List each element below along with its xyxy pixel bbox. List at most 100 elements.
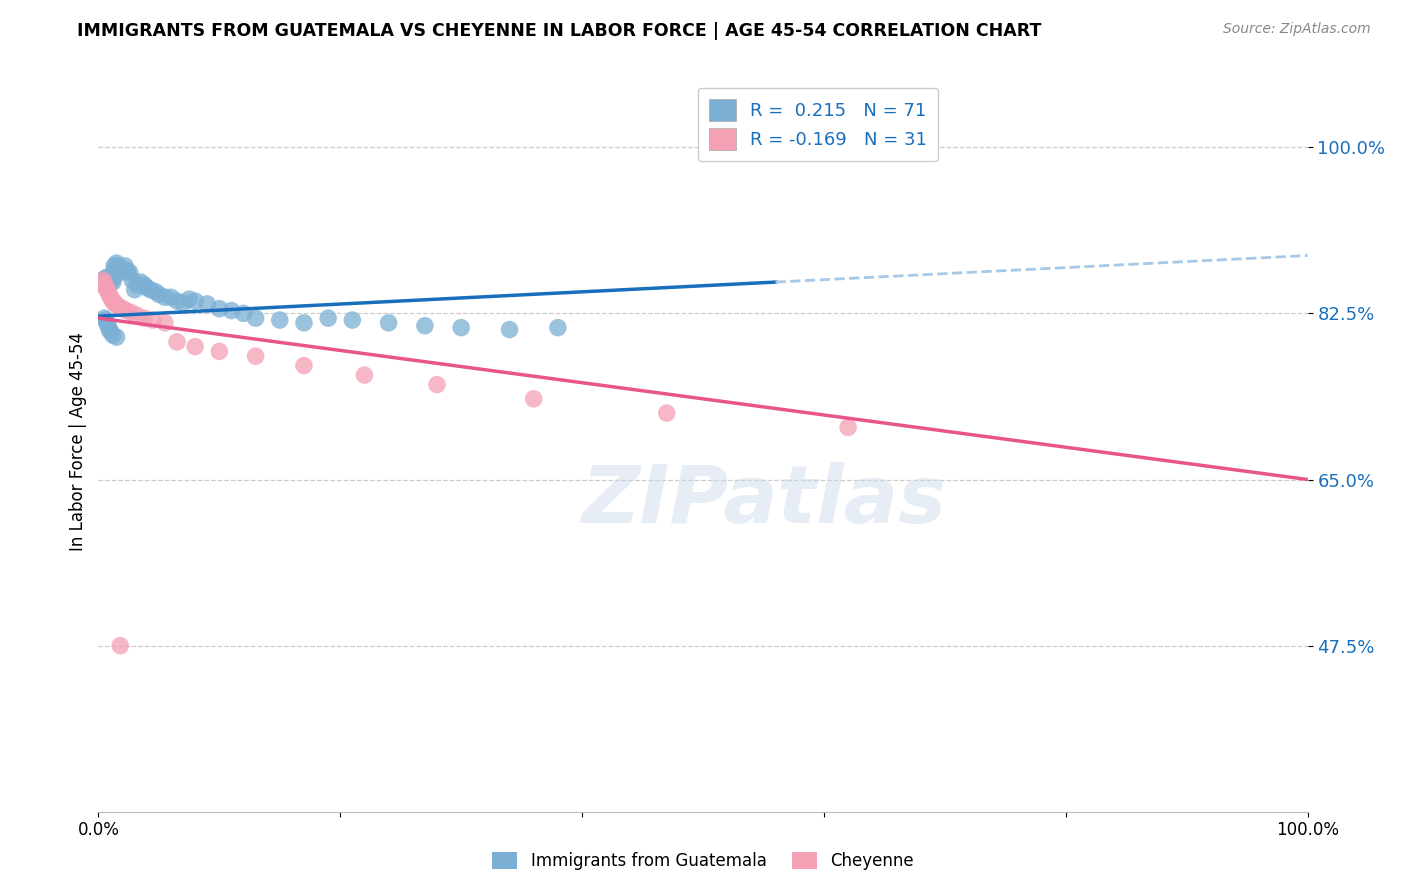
- Point: [292, 359, 315, 373]
- Point: [103, 296, 125, 310]
- Point: [97, 273, 120, 287]
- Point: [245, 349, 267, 363]
- Point: [114, 259, 136, 273]
- Point: [103, 263, 125, 277]
- Point: [413, 318, 436, 333]
- Point: [195, 297, 218, 311]
- Point: [105, 330, 128, 344]
- Point: [98, 322, 121, 336]
- Point: [100, 275, 122, 289]
- Point: [103, 259, 125, 273]
- Point: [98, 287, 121, 301]
- Point: [97, 275, 120, 289]
- Point: [104, 263, 127, 277]
- Point: [101, 275, 124, 289]
- Point: [166, 334, 188, 349]
- Point: [118, 266, 141, 280]
- Point: [127, 308, 149, 322]
- Point: [98, 276, 121, 290]
- Point: [105, 256, 128, 270]
- Point: [316, 311, 339, 326]
- Point: [111, 261, 134, 276]
- Point: [129, 275, 152, 289]
- Point: [166, 294, 188, 309]
- Point: [179, 292, 201, 306]
- Point: [97, 285, 120, 299]
- Legend: Immigrants from Guatemala, Cheyenne: Immigrants from Guatemala, Cheyenne: [485, 845, 921, 877]
- Point: [93, 273, 115, 287]
- Point: [97, 318, 120, 333]
- Point: [94, 275, 117, 289]
- Point: [100, 292, 122, 306]
- Text: IMMIGRANTS FROM GUATEMALA VS CHEYENNE IN LABOR FORCE | AGE 45-54 CORRELATION CHA: IMMIGRANTS FROM GUATEMALA VS CHEYENNE IN…: [77, 22, 1042, 40]
- Point: [101, 294, 124, 309]
- Point: [208, 344, 231, 359]
- Point: [124, 283, 146, 297]
- Point: [184, 294, 207, 309]
- Point: [93, 277, 115, 291]
- Point: [143, 285, 166, 299]
- Point: [134, 277, 156, 292]
- Point: [426, 377, 449, 392]
- Point: [142, 313, 165, 327]
- Point: [105, 261, 128, 276]
- Point: [153, 290, 176, 304]
- Point: [115, 303, 138, 318]
- Point: [111, 301, 134, 316]
- Point: [101, 271, 124, 285]
- Point: [91, 275, 114, 289]
- Point: [96, 270, 118, 285]
- Point: [96, 276, 118, 290]
- Point: [94, 280, 117, 294]
- Text: Source: ZipAtlas.com: Source: ZipAtlas.com: [1223, 22, 1371, 37]
- Point: [91, 277, 114, 292]
- Point: [94, 271, 117, 285]
- Point: [160, 290, 183, 304]
- Point: [100, 325, 122, 339]
- Point: [93, 275, 115, 289]
- Point: [108, 300, 131, 314]
- Point: [498, 322, 520, 336]
- Point: [100, 273, 122, 287]
- Point: [108, 639, 131, 653]
- Point: [292, 316, 315, 330]
- Point: [134, 311, 156, 326]
- Point: [100, 270, 122, 285]
- Text: ZIPatlas: ZIPatlas: [581, 462, 946, 540]
- Point: [98, 273, 121, 287]
- Point: [94, 313, 117, 327]
- Point: [450, 320, 472, 334]
- Point: [108, 266, 131, 280]
- Point: [96, 316, 118, 330]
- Point: [96, 283, 118, 297]
- Point: [100, 271, 122, 285]
- Point: [245, 311, 267, 326]
- Point: [353, 368, 375, 383]
- Point: [105, 298, 128, 312]
- Point: [100, 290, 122, 304]
- Point: [117, 263, 139, 277]
- Legend: R =  0.215   N = 71, R = -0.169   N = 31: R = 0.215 N = 71, R = -0.169 N = 31: [697, 87, 938, 161]
- Point: [139, 283, 162, 297]
- Point: [153, 316, 176, 330]
- Point: [184, 340, 207, 354]
- Point: [107, 259, 129, 273]
- Point: [523, 392, 546, 406]
- Point: [121, 273, 143, 287]
- Point: [221, 303, 243, 318]
- Point: [135, 281, 157, 295]
- Point: [208, 301, 231, 316]
- Point: [172, 296, 194, 310]
- Point: [837, 420, 859, 434]
- Point: [269, 313, 291, 327]
- Point: [96, 273, 118, 287]
- Point: [120, 305, 142, 319]
- Point: [97, 271, 120, 285]
- Point: [127, 277, 149, 292]
- Point: [108, 261, 131, 276]
- Y-axis label: In Labor Force | Age 45-54: In Labor Force | Age 45-54: [69, 332, 87, 551]
- Point: [91, 273, 114, 287]
- Point: [91, 273, 114, 287]
- Point: [93, 311, 115, 326]
- Point: [342, 313, 364, 327]
